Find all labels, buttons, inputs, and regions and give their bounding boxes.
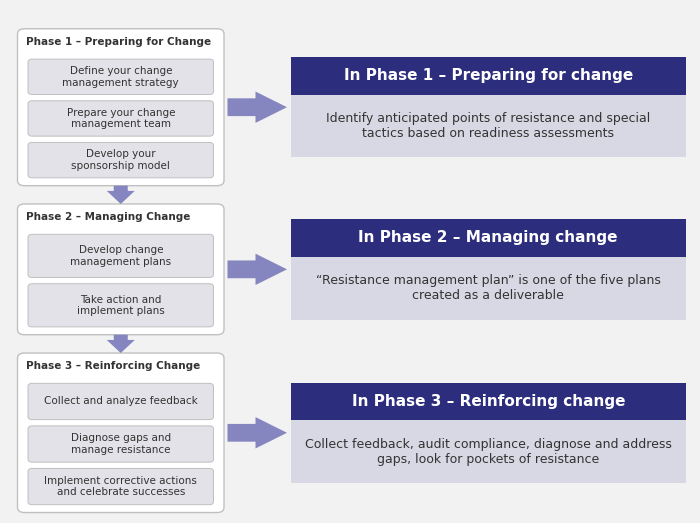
- Text: Develop your
sponsorship model: Develop your sponsorship model: [71, 150, 170, 171]
- Bar: [290, 383, 686, 420]
- FancyBboxPatch shape: [28, 426, 214, 462]
- FancyBboxPatch shape: [18, 29, 224, 186]
- FancyBboxPatch shape: [28, 59, 214, 95]
- FancyBboxPatch shape: [18, 204, 224, 335]
- Polygon shape: [106, 335, 134, 353]
- FancyBboxPatch shape: [28, 101, 214, 136]
- Text: Define your change
management strategy: Define your change management strategy: [62, 66, 179, 87]
- Text: Prepare your change
management team: Prepare your change management team: [66, 108, 175, 129]
- Text: In Phase 1 – Preparing for change: In Phase 1 – Preparing for change: [344, 69, 633, 83]
- Bar: [290, 57, 686, 95]
- Text: Diagnose gaps and
manage resistance: Diagnose gaps and manage resistance: [71, 433, 171, 455]
- FancyBboxPatch shape: [28, 469, 214, 505]
- FancyBboxPatch shape: [28, 234, 214, 277]
- FancyBboxPatch shape: [28, 283, 214, 327]
- Text: Develop change
management plans: Develop change management plans: [70, 245, 172, 267]
- Polygon shape: [106, 186, 134, 204]
- Polygon shape: [228, 417, 287, 449]
- Polygon shape: [228, 92, 287, 123]
- FancyBboxPatch shape: [28, 383, 214, 419]
- Text: Collect feedback, audit compliance, diagnose and address
gaps, look for pockets : Collect feedback, audit compliance, diag…: [304, 438, 672, 465]
- Text: In Phase 3 – Reinforcing change: In Phase 3 – Reinforcing change: [351, 394, 625, 409]
- Polygon shape: [228, 254, 287, 285]
- Text: Phase 3 – Reinforcing Change: Phase 3 – Reinforcing Change: [26, 361, 200, 371]
- Text: Phase 1 – Preparing for Change: Phase 1 – Preparing for Change: [26, 37, 211, 47]
- Bar: [290, 219, 686, 257]
- Text: Phase 2 – Managing Change: Phase 2 – Managing Change: [26, 212, 190, 222]
- Text: Take action and
implement plans: Take action and implement plans: [77, 294, 164, 316]
- Text: Implement corrective actions
and celebrate successes: Implement corrective actions and celebra…: [44, 476, 197, 497]
- FancyBboxPatch shape: [18, 353, 224, 513]
- Text: “Resistance management plan” is one of the five plans
created as a deliverable: “Resistance management plan” is one of t…: [316, 274, 661, 302]
- Bar: [290, 95, 686, 157]
- Bar: [290, 257, 686, 320]
- Text: In Phase 2 – Managing change: In Phase 2 – Managing change: [358, 231, 618, 245]
- Text: Identify anticipated points of resistance and special
tactics based on readiness: Identify anticipated points of resistanc…: [326, 112, 650, 140]
- Text: Collect and analyze feedback: Collect and analyze feedback: [44, 396, 197, 406]
- FancyBboxPatch shape: [28, 142, 214, 178]
- Bar: [290, 420, 686, 483]
